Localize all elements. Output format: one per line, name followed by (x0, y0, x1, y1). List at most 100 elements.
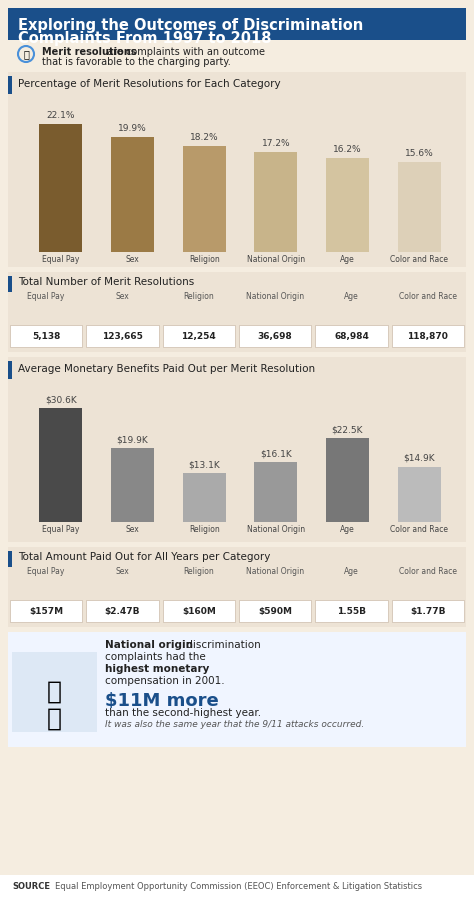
Text: $19.9K: $19.9K (117, 435, 148, 444)
Text: Age: Age (344, 292, 359, 301)
Text: 123,665: 123,665 (102, 332, 143, 341)
Text: 12,254: 12,254 (182, 332, 216, 341)
Text: Color and Race: Color and Race (399, 567, 457, 576)
Text: are complaints with an outcome: are complaints with an outcome (104, 47, 265, 57)
Bar (315, 325, 388, 347)
Text: Equal Pay: Equal Pay (27, 567, 65, 576)
Text: $590M: $590M (258, 606, 292, 615)
Text: $2.47B: $2.47B (105, 606, 140, 615)
Text: 18.2%: 18.2% (190, 134, 219, 143)
Text: $16.1K: $16.1K (260, 449, 292, 458)
Text: Average Monetary Benefits Paid Out per Merit Resolution: Average Monetary Benefits Paid Out per M… (18, 364, 315, 374)
Text: Color and Race: Color and Race (390, 525, 448, 534)
Bar (326, 439, 369, 522)
Text: Sex: Sex (126, 525, 139, 534)
Bar (111, 448, 154, 522)
Text: Equal Pay: Equal Pay (27, 292, 65, 301)
Text: that is favorable to the charging party.: that is favorable to the charging party. (42, 57, 231, 67)
Text: complaints had the: complaints had the (105, 652, 209, 662)
Bar (8, 357, 466, 542)
Bar (315, 600, 388, 622)
Bar (39, 408, 82, 522)
Bar (255, 152, 297, 252)
Bar (8, 8, 466, 40)
Bar (8, 272, 466, 352)
Bar (239, 600, 311, 622)
Bar (8, 76, 12, 94)
Bar (86, 600, 159, 622)
Bar (326, 158, 369, 252)
Text: Total Amount Paid Out for All Years per Category: Total Amount Paid Out for All Years per … (18, 552, 270, 562)
Bar (39, 124, 82, 252)
Text: Color and Race: Color and Race (390, 255, 448, 264)
Bar (182, 146, 226, 252)
Text: National Origin: National Origin (246, 567, 304, 576)
Text: compensation in 2001.: compensation in 2001. (105, 676, 225, 686)
Text: Age: Age (340, 525, 355, 534)
Text: 1.55B: 1.55B (337, 606, 366, 615)
Bar (8, 276, 12, 292)
Text: 🌐: 🌐 (46, 680, 62, 704)
Bar (0, 875, 474, 897)
Text: discrimination: discrimination (183, 640, 261, 650)
Text: 19.9%: 19.9% (118, 124, 147, 133)
Text: Color and Race: Color and Race (399, 292, 457, 301)
Bar (10, 325, 82, 347)
Bar (392, 325, 464, 347)
Bar (8, 632, 466, 747)
Bar (10, 600, 82, 622)
Text: $22.5K: $22.5K (332, 425, 363, 434)
Text: 17.2%: 17.2% (262, 139, 290, 148)
Text: 🧑: 🧑 (46, 707, 62, 731)
Text: Sex: Sex (116, 292, 129, 301)
Text: 118,870: 118,870 (407, 332, 448, 341)
Text: 22.1%: 22.1% (46, 111, 75, 120)
Bar (392, 600, 464, 622)
Bar (398, 466, 441, 522)
Text: Religion: Religion (183, 292, 214, 301)
Text: Percentage of Merit Resolutions for Each Category: Percentage of Merit Resolutions for Each… (18, 79, 281, 89)
Bar (8, 72, 466, 267)
Text: $13.1K: $13.1K (188, 460, 220, 469)
Bar (12, 652, 97, 732)
Bar (86, 325, 159, 347)
Text: Sex: Sex (126, 255, 139, 264)
Text: than the second-highest year.: than the second-highest year. (105, 708, 261, 718)
Bar (163, 325, 235, 347)
Bar (8, 547, 466, 627)
Text: 15.6%: 15.6% (405, 149, 434, 158)
Text: $11M more: $11M more (105, 692, 219, 710)
Text: 36,698: 36,698 (258, 332, 292, 341)
Text: 🔍: 🔍 (23, 49, 29, 59)
Text: $157M: $157M (29, 606, 63, 615)
Text: SOURCE: SOURCE (12, 882, 50, 891)
Text: Age: Age (340, 255, 355, 264)
Text: $1.77B: $1.77B (410, 606, 446, 615)
Text: Religion: Religion (189, 525, 219, 534)
Bar (239, 325, 311, 347)
Bar (255, 462, 297, 522)
Text: Total Number of Merit Resolutions: Total Number of Merit Resolutions (18, 277, 194, 287)
Text: $160M: $160M (182, 606, 216, 615)
Text: National Origin: National Origin (247, 255, 305, 264)
Bar (398, 161, 441, 252)
Text: 16.2%: 16.2% (333, 145, 362, 154)
Text: Sex: Sex (116, 567, 129, 576)
Text: Complaints From 1997 to 2018: Complaints From 1997 to 2018 (18, 31, 272, 46)
Text: National Origin: National Origin (246, 292, 304, 301)
Bar (182, 474, 226, 522)
Text: Merit resolutions: Merit resolutions (42, 47, 137, 57)
Bar (8, 551, 12, 567)
Text: Religion: Religion (183, 567, 214, 576)
Text: 5,138: 5,138 (32, 332, 60, 341)
Text: Age: Age (344, 567, 359, 576)
Bar (8, 42, 466, 67)
Text: It was also the same year that the 9/11 attacks occurred.: It was also the same year that the 9/11 … (105, 720, 364, 729)
Text: Religion: Religion (189, 255, 219, 264)
Text: Equal Pay: Equal Pay (42, 525, 80, 534)
Text: $14.9K: $14.9K (403, 454, 435, 463)
Text: highest monetary: highest monetary (105, 664, 210, 674)
Text: National Origin: National Origin (247, 525, 305, 534)
Text: 68,984: 68,984 (334, 332, 369, 341)
Text: Equal Employment Opportunity Commission (EEOC) Enforcement & Litigation Statisti: Equal Employment Opportunity Commission … (55, 882, 422, 891)
